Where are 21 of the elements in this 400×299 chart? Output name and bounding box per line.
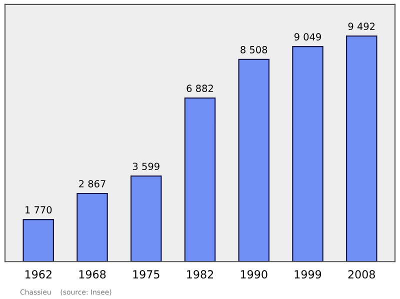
data-label: 1 770 [26, 206, 52, 214]
data-label: 8 508 [240, 46, 268, 54]
data-label: 9 492 [348, 22, 375, 30]
x-tick-label: 1962 [25, 270, 52, 279]
data-label: 2 867 [79, 180, 106, 188]
data-label: 3 599 [132, 162, 160, 170]
x-tick-label: 1982 [187, 270, 214, 279]
data-label: 9 049 [294, 33, 321, 41]
data-label: 6 882 [186, 84, 213, 92]
bar [292, 46, 324, 262]
bar [76, 192, 108, 262]
bar [22, 219, 54, 262]
x-tick-label: 1968 [79, 270, 106, 279]
x-tick-label: 2008 [348, 270, 375, 279]
bar [346, 36, 378, 262]
x-tick-label: 1975 [133, 270, 160, 279]
bar [184, 98, 216, 262]
x-tick-label: 1999 [294, 270, 322, 279]
bar [130, 176, 162, 262]
x-tick-label: 1990 [240, 270, 268, 279]
bar [238, 58, 270, 262]
